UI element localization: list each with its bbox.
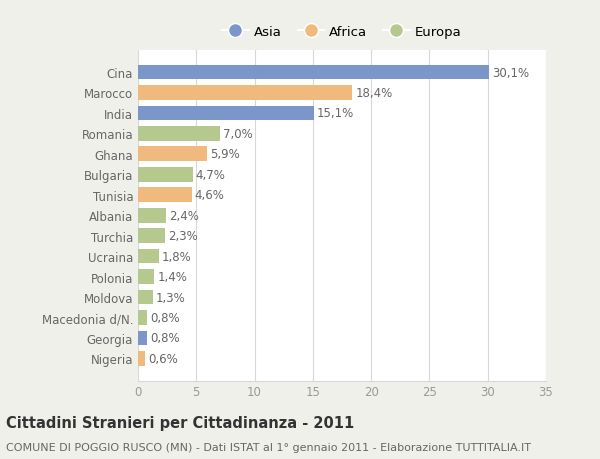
Text: 0,6%: 0,6% — [148, 352, 178, 365]
Legend: Asia, Africa, Europa: Asia, Africa, Europa — [217, 21, 467, 44]
Text: 5,9%: 5,9% — [209, 148, 239, 161]
Text: 4,6%: 4,6% — [194, 189, 224, 202]
Bar — [138, 269, 154, 284]
Bar — [138, 106, 314, 121]
Bar — [138, 208, 166, 223]
Bar — [138, 310, 148, 325]
Bar — [138, 290, 153, 305]
Text: 15,1%: 15,1% — [317, 107, 354, 120]
Text: 30,1%: 30,1% — [492, 67, 529, 79]
Text: 1,8%: 1,8% — [162, 250, 191, 263]
Text: 0,8%: 0,8% — [150, 311, 180, 324]
Bar — [138, 331, 148, 346]
Text: 0,8%: 0,8% — [150, 332, 180, 345]
Text: 2,4%: 2,4% — [169, 209, 199, 222]
Bar — [138, 229, 165, 243]
Text: 2,3%: 2,3% — [168, 230, 197, 243]
Text: 1,4%: 1,4% — [157, 270, 187, 284]
Text: 4,7%: 4,7% — [196, 168, 226, 181]
Text: Cittadini Stranieri per Cittadinanza - 2011: Cittadini Stranieri per Cittadinanza - 2… — [6, 415, 354, 431]
Text: 7,0%: 7,0% — [223, 128, 252, 140]
Bar — [138, 351, 145, 366]
Bar — [138, 127, 220, 141]
Bar — [138, 86, 352, 101]
Bar — [138, 249, 159, 264]
Text: 1,3%: 1,3% — [156, 291, 186, 304]
Bar — [138, 66, 489, 80]
Text: COMUNE DI POGGIO RUSCO (MN) - Dati ISTAT al 1° gennaio 2011 - Elaborazione TUTTI: COMUNE DI POGGIO RUSCO (MN) - Dati ISTAT… — [6, 442, 531, 452]
Bar — [138, 147, 207, 162]
Text: 18,4%: 18,4% — [355, 87, 392, 100]
Bar — [138, 168, 193, 182]
Bar — [138, 188, 191, 203]
